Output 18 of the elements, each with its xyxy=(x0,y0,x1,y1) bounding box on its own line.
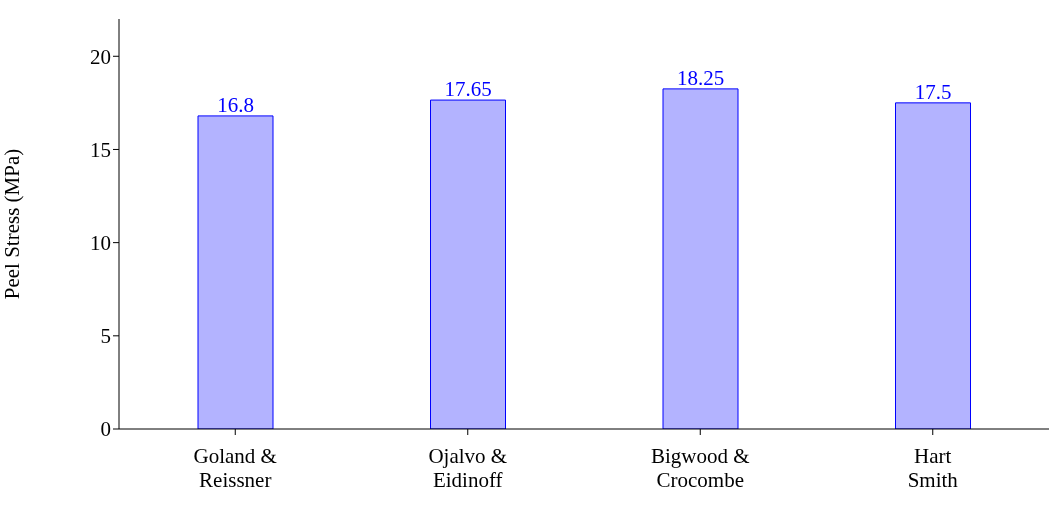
data-label: 16.8 xyxy=(217,92,254,117)
x-tick-label: Hart Smith xyxy=(907,444,959,492)
x-tick-label: Ojalvo & Eidinoff xyxy=(428,444,508,492)
y-tick-label: 5 xyxy=(100,324,111,349)
bar xyxy=(895,102,971,429)
y-tick-label: 20 xyxy=(90,44,111,69)
x-tick-label: Goland & Reissner xyxy=(193,444,277,492)
bar xyxy=(197,115,274,429)
y-tick-label: 10 xyxy=(90,231,111,256)
x-tick-label: Bigwood & Crocombe xyxy=(650,444,750,492)
y-axis-title: Peel Stress (MPa) xyxy=(0,148,25,300)
data-label: 18.25 xyxy=(676,65,725,90)
y-tick-label: 0 xyxy=(100,417,111,442)
data-label: 17.5 xyxy=(914,79,952,104)
y-tick-label: 15 xyxy=(90,137,111,162)
bar xyxy=(662,88,739,429)
bar xyxy=(430,99,506,429)
data-label: 17.65 xyxy=(444,77,492,102)
